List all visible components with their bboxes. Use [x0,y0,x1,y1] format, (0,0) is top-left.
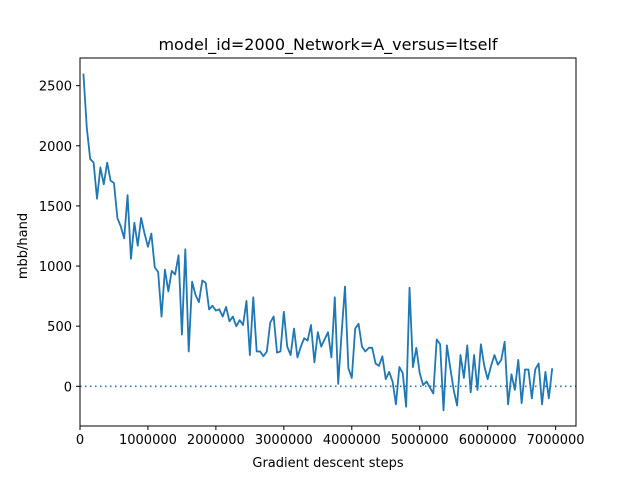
x-tick-label: 4000000 [323,433,381,448]
x-tick-label: 5000000 [391,433,449,448]
x-tick-label: 7000000 [527,433,585,448]
x-axis-ticks: 0 1000000 2000000 3000000 4000000 5000000 6000… [76,426,585,448]
x-tick-label: 1000000 [119,433,177,448]
y-tick-label: 1500 [39,200,72,215]
axes-frame [79,57,577,427]
x-tick-label: 2000000 [187,433,245,448]
x-axis-label: Gradient descent steps [252,456,403,471]
y-tick-label: 0 [64,380,72,395]
y-tick-label: 2000 [39,140,72,155]
x-tick-label: 0 [76,433,84,448]
x-tick-label: 6000000 [459,433,517,448]
y-axis-ticks: 0 500 1000 1500 2000 2500 [39,80,80,395]
chart-title: model_id=2000_Network=A_versus=Itself [158,35,497,55]
plot-area [79,57,577,427]
y-tick-label: 2500 [39,80,72,95]
y-axis-label: mbb/hand [16,213,31,279]
series-line [82,73,554,412]
y-tick-label: 1000 [39,260,72,275]
y-tick-label: 500 [47,320,72,335]
x-tick-label: 3000000 [255,433,313,448]
